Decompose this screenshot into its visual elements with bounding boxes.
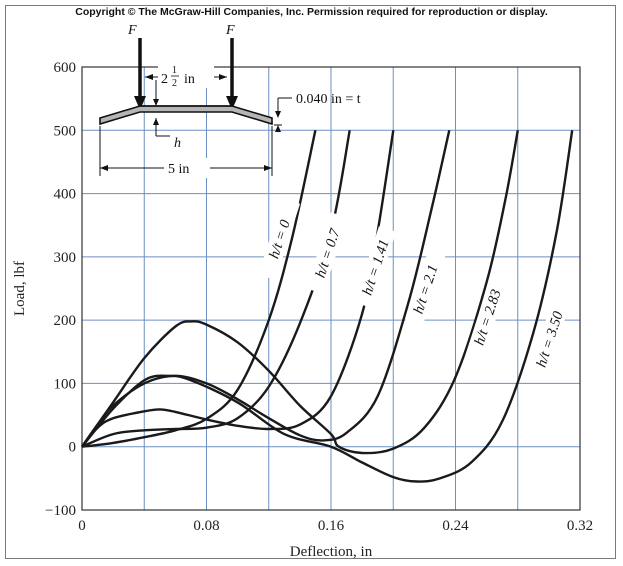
y-tick-label: 400 <box>54 187 77 203</box>
curve-h-t-2-1 <box>81 130 451 448</box>
x-tick-label: 0 <box>78 518 86 534</box>
force-arrow-left-head <box>134 96 146 110</box>
y-tick-label: 600 <box>54 60 77 76</box>
series-label-bg <box>404 248 447 330</box>
spacing-arrow-left <box>145 74 153 80</box>
y-tick-label: 200 <box>54 313 77 329</box>
plot-frame <box>81 66 581 511</box>
series-label-bg <box>354 226 397 308</box>
height-label: h <box>174 136 181 151</box>
series-label-bg <box>528 298 571 380</box>
curve-h-t-3-50 <box>81 130 574 483</box>
x-tick-label: 0.16 <box>318 518 345 534</box>
width-label: 5 in <box>168 162 189 177</box>
curve-h-t-2-83 <box>81 130 519 455</box>
thickness-label: 0.040 in = t <box>296 92 361 107</box>
series-labels: h/t = 0 h/t = 0.7 h/t = 1.41 h/t = 2.1 h/t =… <box>258 198 571 380</box>
series-label-bg <box>466 276 509 358</box>
y-axis-label: Load, lbf <box>12 261 28 316</box>
x-tick-label: 0.08 <box>193 518 219 534</box>
spring-profile <box>99 105 273 126</box>
spacing-frac-num: 1 <box>172 65 177 76</box>
y-tick-label: −100 <box>45 503 76 519</box>
thickness-arrow-bottom <box>275 125 281 132</box>
y-tick-label: 100 <box>54 376 77 392</box>
spacing-unit: in <box>184 72 195 87</box>
x-axis-label: Deflection, in <box>290 544 373 560</box>
series-label-h-t-1-41: h/t = 1.41 <box>360 237 393 297</box>
spacing-whole: 2 <box>161 72 168 87</box>
series-label-bg <box>306 212 349 294</box>
spacing-arrow-right <box>219 74 227 80</box>
force-arrow-right-head <box>226 96 238 110</box>
height-arrow-bottom <box>153 118 159 125</box>
width-arrow-right <box>264 165 272 171</box>
y-tick-label: 300 <box>54 250 77 266</box>
x-tick-label: 0.32 <box>567 518 593 534</box>
curve-h-t-0 <box>81 130 317 448</box>
copyright-notice: Copyright © The McGraw-Hill Companies, I… <box>75 6 548 18</box>
height-arrow-top <box>153 99 159 106</box>
axes: 0 0.08 0.16 0.24 0.326005004003002001000−100… <box>12 60 593 560</box>
force-label-left: F <box>127 23 137 38</box>
spacing-frac-den: 2 <box>172 78 177 89</box>
force-label-right: F <box>225 23 235 38</box>
y-tick-label: 0 <box>69 440 77 456</box>
series-label-h-t-0-7: h/t = 0.7 <box>313 226 344 280</box>
width-label-bg <box>164 158 210 178</box>
y-tick-label: 500 <box>54 123 77 139</box>
spacing-label-bg <box>158 64 214 88</box>
x-tick-label: 0.24 <box>442 518 469 534</box>
series-label-h-t-2-1: h/t = 2.1 <box>411 263 442 316</box>
width-arrow-left <box>100 165 108 171</box>
series-label-bg <box>258 198 301 280</box>
spring-diagram: F F 2 1 2 in 0.040 in = t h <box>99 23 361 178</box>
thickness-arrow-top <box>275 111 281 118</box>
